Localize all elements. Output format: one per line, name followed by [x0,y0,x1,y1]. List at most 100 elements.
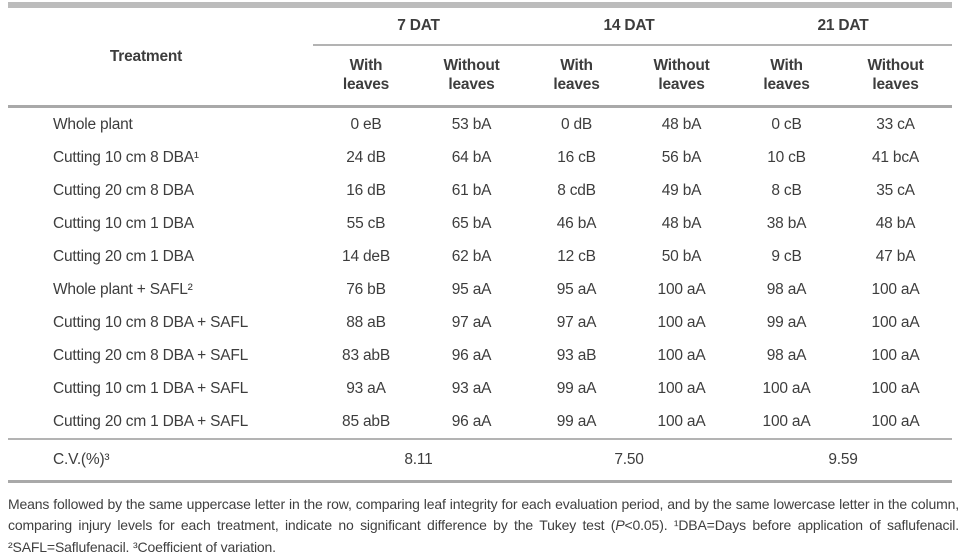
value-cell: 65 bA [451,214,492,232]
treatment-cell: Whole plant + SAFL² [53,280,193,298]
value-cell: 100 aA [657,313,706,331]
value-cell: 100 aA [657,379,706,397]
cv-value-14dat: 7.50 [524,439,735,483]
table-row: Cutting 10 cm 1 DBA + SAFL 93 aA 93 aA 9… [8,372,952,405]
cv-label: C.V.(%)³ [8,439,313,483]
value-cell: 48 bA [661,214,702,232]
value-cell: 10 cB [767,148,806,166]
table-row: Cutting 20 cm 8 DBA + SAFL 83 abB 96 aA … [8,339,952,372]
value-cell: 96 aA [451,346,492,364]
value-cell: 16 cB [557,148,596,166]
value-cell: 50 bA [661,247,702,265]
value-cell: 53 bA [451,115,492,133]
value-cell: 100 aA [871,346,920,364]
treatment-cell: Cutting 20 cm 1 DBA + SAFL [8,405,313,440]
value-cell: 99 aA [556,379,597,397]
value-cell: 98 aA [766,346,807,364]
value-cell: 95 aA [556,280,597,298]
treatment-cell: Cutting 20 cm 8 DBA [53,181,194,199]
value-cell: 49 bA [661,181,702,199]
value-cell: 98 aA [766,280,807,298]
value-cell: 8 cdB [557,181,596,199]
results-table: Treatment 7 DAT 14 DAT 21 DAT With leave… [8,2,953,483]
table-row: Whole plant 0 eB 53 bA 0 dB 48 bA 0 cB 3… [8,107,952,142]
table-row: Cutting 20 cm 1 DBA + SAFL 85 abB 96 aA … [8,405,953,440]
treatment-cell: Cutting 20 cm 1 DBA [53,247,194,265]
group-header-21dat: 21 DAT [734,5,953,46]
cv-section: C.V.(%)³ 8.11 7.50 9.59 [8,439,953,483]
table-row: Cutting 10 cm 8 DBA + SAFL 88 aB 97 aA 9… [8,306,952,339]
value-cell: 14 deB [342,247,390,265]
value-cell: 100 aA [871,280,920,298]
value-cell: 12 cB [557,247,596,265]
value-cell: 64 bA [451,148,492,166]
value-cell: 76 bB [346,280,386,298]
footnote-text-cont: <0.05). ¹DBA=Days before application of … [8,517,959,555]
value-cell: 62 bA [451,247,492,265]
value-cell: 35 cA [876,181,915,199]
group-header-14dat: 14 DAT [524,5,735,46]
group-header-7dat: 7 DAT [313,5,525,46]
treatment-cell: Cutting 10 cm 1 DBA + SAFL [53,379,249,397]
value-cell: 85 abB [313,405,419,440]
table-row: Cutting 20 cm 1 DBA 14 deB 62 bA 12 cB 5… [8,240,952,273]
subheader-7dat-with-leaves: With leaves [313,45,419,108]
value-cell: 0 cB [771,115,802,133]
value-cell: 100 aA [839,405,953,440]
value-cell: 88 aB [346,313,386,331]
value-cell: 41 bcA [871,148,920,166]
value-cell: 48 bA [875,214,916,232]
table-row: Cutting 10 cm 8 DBA¹ 24 dB 64 bA 16 cB 5… [8,141,952,174]
value-cell: 0 dB [560,115,593,133]
footnote-text: Means followed by the same uppercase let… [8,496,959,534]
subheader-14dat-with-leaves: With leaves [524,45,630,108]
subheader-14dat-without-leaves: Without leaves [629,45,735,108]
treatment-cell: Cutting 10 cm 8 DBA + SAFL [53,313,249,331]
value-cell: 95 aA [451,280,492,298]
subheader-21dat-without-leaves: Without leaves [839,45,953,108]
value-cell: 48 bA [661,115,702,133]
value-cell: 93 aA [451,379,492,397]
value-cell: 56 bA [661,148,702,166]
value-cell: 47 bA [875,247,916,265]
subheader-21dat-with-leaves: With leaves [734,45,840,108]
value-cell: 24 dB [346,148,386,166]
value-cell: 100 aA [734,405,840,440]
value-cell: 46 bA [556,214,597,232]
value-cell: 83 abB [342,346,390,364]
value-cell: 93 aA [346,379,386,397]
value-cell: 33 cA [876,115,915,133]
value-cell: 100 aA [762,379,811,397]
table-row: Cutting 20 cm 8 DBA 16 dB 61 bA 8 cdB 49… [8,174,952,207]
treatment-cell: Cutting 10 cm 1 DBA [53,214,194,232]
value-cell: 16 dB [346,181,386,199]
value-cell: 99 aA [524,405,630,440]
treatment-cell: Cutting 20 cm 8 DBA + SAFL [53,346,249,364]
cv-row: C.V.(%)³ 8.11 7.50 9.59 [8,439,953,483]
value-cell: 99 aA [766,313,807,331]
subheader-7dat-without-leaves: Without leaves [419,45,525,108]
value-cell: 97 aA [556,313,597,331]
cv-value-7dat: 8.11 [313,439,525,483]
table-row: Cutting 10 cm 1 DBA 55 cB 65 bA 46 bA 48… [8,207,952,240]
value-cell: 38 bA [766,214,807,232]
footnote-italic-p: P [615,517,625,534]
value-cell: 100 aA [657,280,706,298]
cv-value-21dat: 9.59 [734,439,953,483]
value-cell: 0 eB [350,115,382,133]
value-cell: 100 aA [657,346,706,364]
treatment-cell: Whole plant [53,115,133,133]
value-cell: 55 cB [346,214,386,232]
value-cell: 100 aA [871,313,920,331]
table-body: Whole plant 0 eB 53 bA 0 dB 48 bA 0 cB 3… [8,107,953,440]
value-cell: 100 aA [629,405,735,440]
table-header: Treatment 7 DAT 14 DAT 21 DAT With leave… [8,5,953,108]
value-cell: 100 aA [871,379,920,397]
column-header-treatment: Treatment [8,5,313,108]
value-cell: 97 aA [451,313,492,331]
value-cell: 61 bA [451,181,492,199]
table-footnote: Means followed by the same uppercase let… [8,494,959,558]
value-cell: 96 aA [419,405,525,440]
value-cell: 8 cB [771,181,802,199]
